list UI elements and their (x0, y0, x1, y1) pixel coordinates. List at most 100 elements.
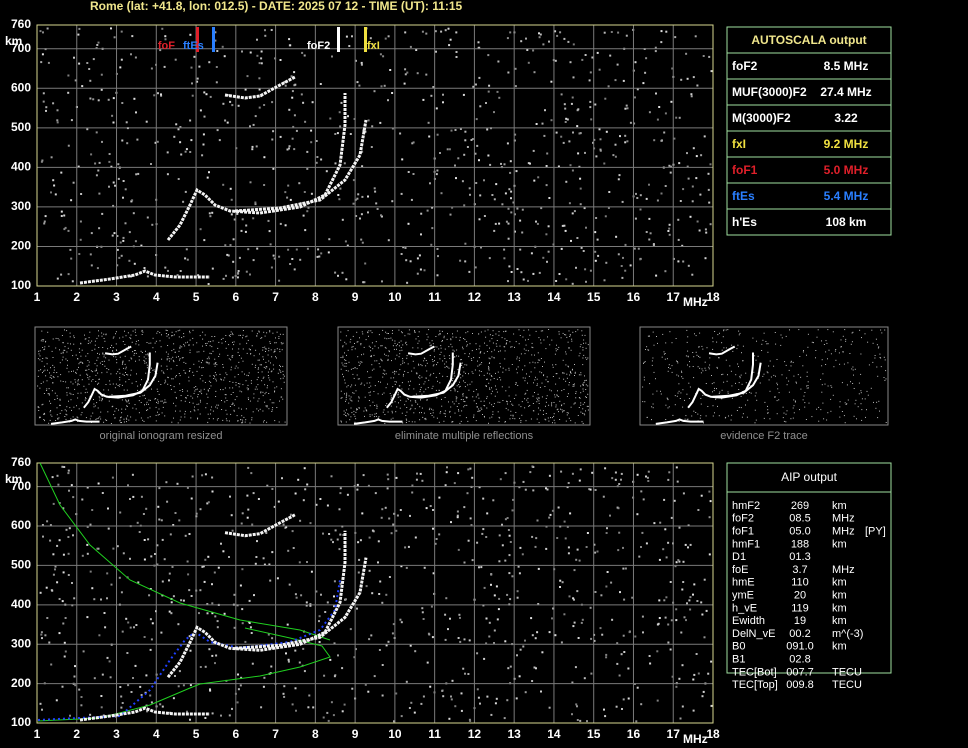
noise-dot (368, 400, 370, 401)
noise-dot (246, 374, 248, 376)
noise-dot (141, 330, 143, 332)
noise-dot (381, 508, 384, 511)
noise-dot (217, 347, 219, 349)
noise-dot (284, 224, 287, 227)
noise-dot (370, 376, 372, 378)
noise-dot (524, 488, 527, 491)
noise-dot (120, 254, 123, 257)
noise-dot (359, 217, 361, 220)
noise-dot (788, 369, 790, 371)
noise-dot (136, 521, 139, 524)
noise-dot (270, 29, 273, 31)
noise-dot (389, 69, 392, 71)
noise-dot (478, 408, 480, 410)
noise-dot (40, 633, 43, 636)
noise-dot (578, 397, 580, 398)
noise-dot (238, 355, 240, 356)
noise-dot (159, 332, 161, 334)
noise-dot (403, 373, 404, 375)
noise-dot (143, 636, 146, 638)
noise-dot (547, 250, 550, 253)
noise-dot (447, 27, 450, 30)
noise-dot (84, 338, 86, 340)
noise-dot (172, 335, 174, 337)
noise-dot (769, 418, 771, 420)
noise-dot (499, 350, 501, 352)
noise-dot (161, 27, 164, 30)
noise-dot (677, 559, 680, 561)
noise-dot (679, 717, 682, 720)
noise-dot (686, 152, 688, 155)
noise-dot (552, 422, 553, 424)
noise-dot (505, 421, 506, 423)
noise-dot (405, 418, 407, 420)
noise-dot (405, 566, 408, 569)
noise-dot (610, 31, 613, 33)
noise-dot (350, 416, 352, 418)
noise-dot (489, 417, 491, 419)
noise-dot (102, 398, 103, 400)
noise-dot (699, 193, 702, 196)
noise-dot (825, 351, 827, 353)
noise-dot (232, 348, 233, 350)
noise-dot (548, 631, 551, 634)
noise-dot (352, 373, 354, 375)
noise-dot (125, 368, 127, 370)
aip-cell: MHz (832, 526, 855, 538)
noise-dot (263, 420, 265, 422)
noise-dot (38, 407, 40, 409)
noise-dot (155, 414, 157, 416)
noise-dot (545, 487, 547, 490)
noise-dot (861, 337, 862, 339)
noise-dot (444, 366, 446, 368)
noise-dot (725, 347, 727, 349)
noise-dot (538, 32, 540, 35)
noise-dot (543, 374, 545, 376)
noise-dot (171, 350, 173, 352)
noise-dot (686, 602, 688, 605)
noise-dot (251, 145, 254, 148)
noise-dot (436, 133, 439, 136)
noise-dot (618, 483, 621, 485)
noise-dot (203, 115, 206, 118)
noise-dot (364, 407, 366, 409)
noise-dot (664, 358, 666, 360)
noise-dot (129, 337, 131, 339)
noise-dot (117, 163, 120, 166)
noise-dot (383, 392, 385, 394)
noise-dot (51, 377, 53, 379)
noise-dot (379, 580, 382, 583)
noise-dot (60, 171, 63, 174)
noise-dot (342, 534, 345, 536)
noise-dot (72, 355, 74, 357)
noise-dot (428, 329, 430, 331)
noise-dot (245, 408, 247, 410)
noise-dot (410, 198, 413, 201)
noise-dot (669, 171, 672, 174)
noise-dot (393, 348, 395, 350)
noise-dot (358, 396, 360, 398)
noise-dot (669, 367, 671, 369)
noise-dot (478, 76, 481, 79)
noise-dot (188, 344, 190, 346)
noise-dot (554, 353, 556, 355)
noise-dot (550, 80, 553, 83)
noise-dot (555, 373, 557, 375)
noise-dot (94, 363, 96, 365)
noise-dot (479, 345, 481, 347)
noise-dot (348, 361, 350, 363)
noise-dot (433, 349, 435, 351)
noise-dot (72, 534, 74, 537)
noise-dot (578, 374, 580, 376)
noise-dot (223, 612, 226, 615)
noise-dot (130, 53, 132, 56)
noise-dot (575, 266, 577, 269)
noise-dot (786, 384, 788, 386)
noise-dot (94, 340, 96, 342)
noise-dot (381, 359, 382, 361)
noise-dot (448, 148, 451, 151)
noise-dot (635, 192, 637, 195)
noise-dot (415, 393, 417, 395)
noise-dot (575, 558, 578, 561)
noise-dot (98, 161, 101, 164)
